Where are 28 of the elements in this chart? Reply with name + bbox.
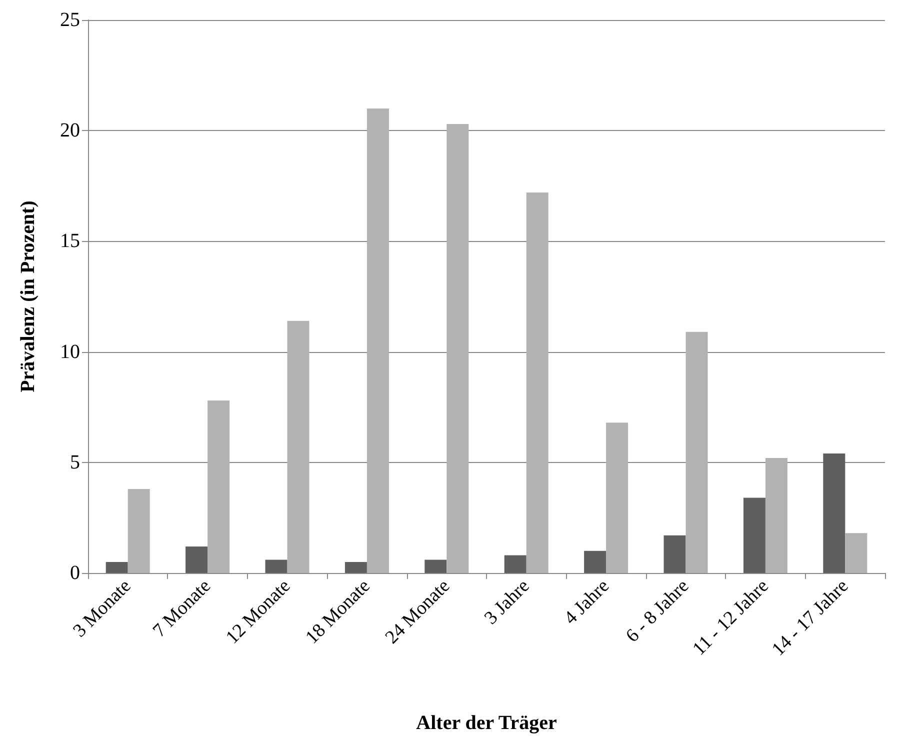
y-tick-label: 5 — [70, 451, 80, 474]
y-axis-title: Prävalenz (in Prozent) — [17, 200, 39, 392]
y-tick-label: 0 — [70, 562, 80, 584]
bar — [823, 454, 846, 573]
bar — [765, 458, 788, 573]
bar — [265, 560, 288, 573]
bar — [366, 108, 389, 573]
bar — [186, 546, 208, 573]
bar — [424, 560, 447, 573]
bar — [686, 332, 708, 573]
bar — [446, 124, 469, 573]
bar — [504, 555, 526, 573]
bar — [743, 498, 766, 573]
bar — [128, 488, 150, 573]
bar — [584, 550, 606, 573]
x-axis-title: Alter der Träger — [416, 712, 557, 734]
y-tick-label: 20 — [60, 120, 80, 142]
y-tick-label: 25 — [60, 9, 80, 31]
bar — [664, 535, 686, 573]
bar — [208, 400, 230, 573]
bar — [526, 192, 548, 573]
bar — [344, 562, 367, 573]
y-tick-label: 15 — [60, 230, 80, 252]
bar — [287, 320, 310, 573]
bar — [106, 562, 128, 573]
bar — [606, 422, 628, 573]
y-tick-label: 10 — [60, 340, 80, 363]
bar — [845, 533, 868, 573]
